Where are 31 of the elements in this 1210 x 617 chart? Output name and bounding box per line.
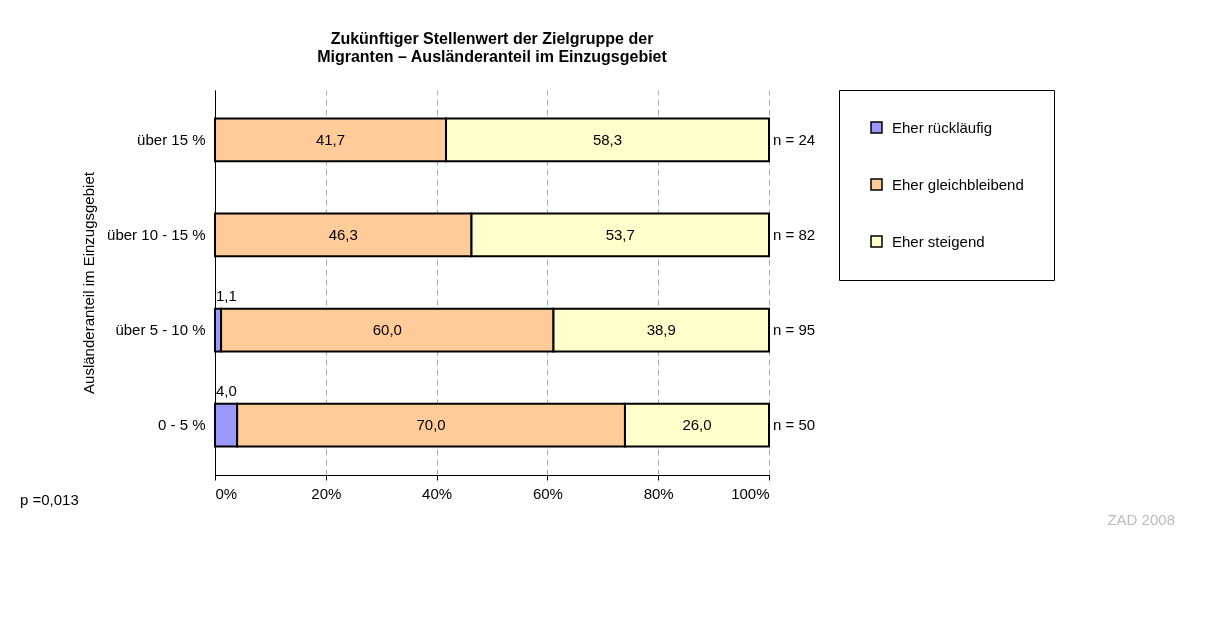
- y-tick-label: über 10 - 15 %: [107, 225, 206, 243]
- x-tick-label: 0%: [215, 484, 238, 502]
- data-label: 53,7: [605, 225, 635, 243]
- text: p =0,013: [20, 491, 79, 508]
- legend-label: Eher gleichbleibend: [892, 175, 1024, 193]
- text: ZAD 2008: [1107, 511, 1175, 528]
- y-axis-title: Ausländeranteil im Einzugsgebiet: [80, 171, 98, 394]
- chart-title: Zukünftiger Stellenwert der Zielgruppe der Migranten – Ausländeranteil im Einzugsgebiet: [317, 29, 668, 65]
- y-tick-label: über 15 %: [137, 130, 206, 148]
- x-tick-label: 60%: [532, 484, 563, 502]
- data-label: 1,1: [216, 287, 237, 305]
- x-tick-label: 100%: [731, 484, 770, 502]
- text: n = 50: [773, 416, 816, 434]
- data-label: 60,0: [372, 321, 402, 339]
- data-label: 41,7: [315, 130, 346, 148]
- legend-label: Eher rückläufig: [892, 118, 993, 136]
- text: n = 95: [773, 321, 816, 339]
- x-tick-label: 80%: [643, 484, 674, 502]
- text: n = 24: [773, 130, 816, 148]
- data-label: 26,0: [682, 416, 712, 434]
- data-label: 38,9: [646, 321, 676, 339]
- data-label: 58,3: [592, 130, 623, 148]
- text: n = 82: [773, 225, 816, 243]
- y-tick-label: über 5 - 10 %: [115, 321, 206, 339]
- data-label: 46,3: [328, 225, 358, 243]
- data-label: 4,0: [216, 382, 237, 400]
- legend-label: Eher steigend: [892, 232, 985, 250]
- x-tick-label: 20%: [311, 484, 342, 502]
- y-tick-label: 0 - 5 %: [157, 416, 206, 434]
- x-tick-label: 40%: [422, 484, 453, 502]
- data-label: 70,0: [416, 416, 446, 434]
